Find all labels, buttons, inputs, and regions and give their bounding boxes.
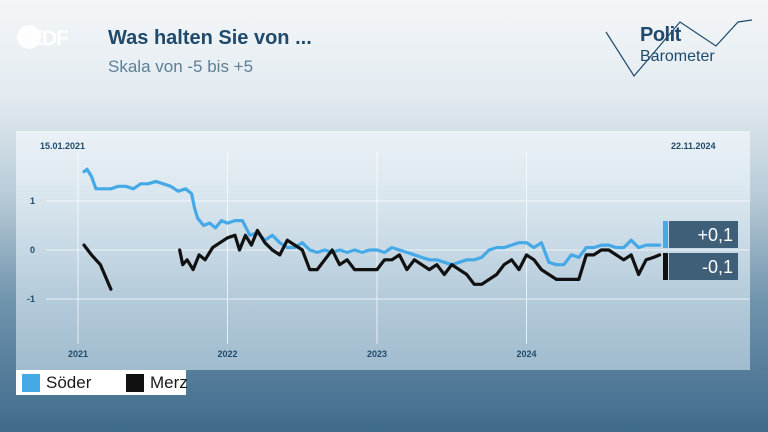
end-marker-soeder — [663, 221, 668, 248]
brand-line1: Polit — [640, 24, 681, 46]
series-line-merz — [178, 228, 662, 286]
legend-item-merz: Merz — [126, 370, 188, 395]
series-line-merz — [82, 243, 113, 291]
brand-line2: Barometer — [640, 48, 715, 65]
date-end-label: 22.11.2024 — [671, 141, 716, 151]
legend: Söder Merz — [16, 370, 188, 395]
y-tick-label: 1 — [30, 196, 35, 206]
y-tick-label: 0 — [30, 245, 35, 255]
legend-item-soeder: Söder — [22, 370, 91, 395]
x-tick-label: 2024 — [516, 349, 536, 359]
svg-text:ZDF: ZDF — [30, 27, 69, 50]
legend-swatch-soeder — [22, 373, 40, 392]
end-marker-merz — [663, 253, 668, 280]
legend-label-soeder: Söder — [46, 372, 92, 392]
end-value-label-merz: -0,1 — [702, 257, 733, 277]
legend-swatch-merz — [126, 373, 144, 392]
politbarometer-logo-graphic — [605, 19, 753, 78]
legend-label-merz: Merz — [150, 372, 188, 392]
end-value-box-merz — [669, 253, 738, 280]
y-tick-label: -1 — [27, 294, 35, 304]
end-value-label-soeder: +0,1 — [697, 225, 733, 245]
zdf-logo: ZDF — [17, 25, 70, 50]
chart-title: Was halten Sie von ... — [108, 27, 312, 49]
chart-subtitle: Skala von -5 bis +5 — [108, 57, 254, 76]
series-line-soeder — [82, 167, 662, 267]
end-value-box-soeder — [669, 221, 738, 248]
x-tick-label: 2023 — [367, 349, 387, 359]
x-tick-label: 2022 — [217, 349, 237, 359]
date-start-label: 15.01.2021 — [40, 141, 86, 151]
x-tick-label: 2021 — [68, 349, 88, 359]
